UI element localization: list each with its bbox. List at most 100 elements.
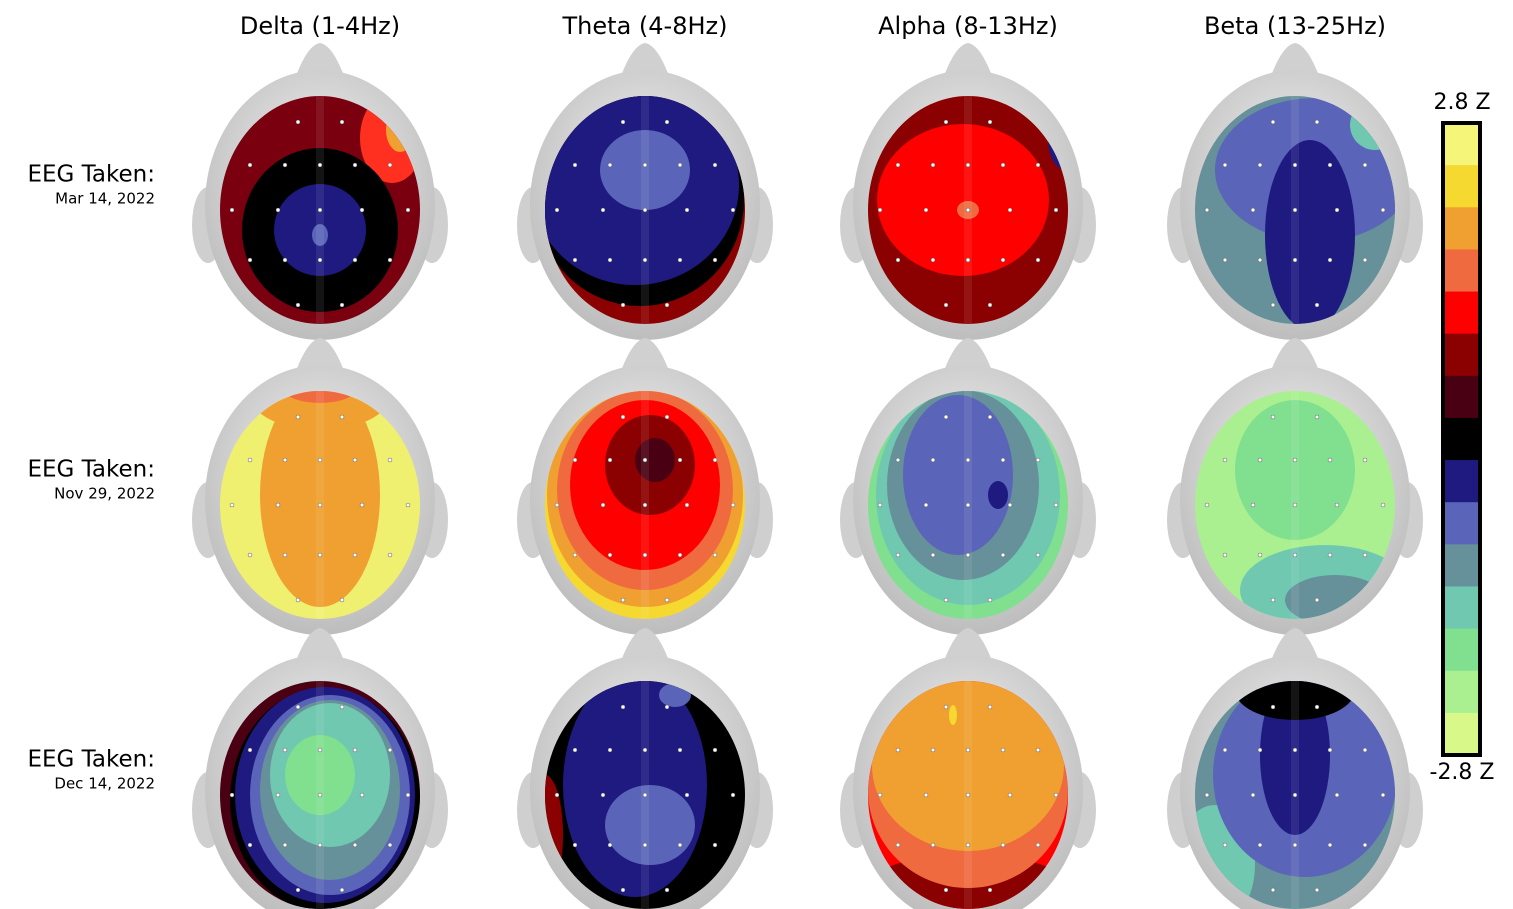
row-label: EEG Taken:	[27, 747, 155, 773]
electrode	[642, 552, 648, 558]
electrode	[895, 842, 901, 848]
electrode	[895, 257, 901, 263]
row-date: Nov 29, 2022	[54, 485, 155, 503]
electrode	[965, 207, 971, 213]
electrode	[712, 552, 718, 558]
electrode	[1000, 747, 1006, 753]
electrode	[1222, 552, 1228, 558]
electrode	[352, 842, 358, 848]
electrode	[642, 792, 648, 798]
electrode	[620, 704, 626, 710]
topomap	[192, 43, 448, 340]
map-region	[988, 481, 1008, 509]
electrode	[317, 842, 323, 848]
colorbar-min: -2.8 Z	[1430, 760, 1495, 785]
electrode	[1204, 207, 1210, 213]
electrode	[1380, 792, 1386, 798]
map	[220, 681, 420, 909]
electrode	[247, 457, 253, 463]
topomap	[840, 43, 1096, 340]
electrode	[572, 842, 578, 848]
electrode	[642, 162, 648, 168]
electrode	[684, 502, 690, 508]
electrode	[677, 457, 683, 463]
electrode	[712, 842, 718, 848]
electrode	[1270, 302, 1276, 308]
electrode	[895, 457, 901, 463]
electrode	[1380, 502, 1386, 508]
electrode	[282, 842, 288, 848]
electrode	[352, 552, 358, 558]
electrode	[620, 302, 626, 308]
map-region	[600, 130, 690, 210]
electrode	[1380, 207, 1386, 213]
electrode	[1035, 552, 1041, 558]
electrode	[1222, 747, 1228, 753]
electrode	[1362, 842, 1368, 848]
electrode	[712, 257, 718, 263]
midline	[641, 681, 649, 909]
electrode	[1000, 162, 1006, 168]
colorbar-band	[1443, 502, 1480, 545]
electrode	[642, 457, 648, 463]
electrode	[877, 792, 883, 798]
row-date: Mar 14, 2022	[55, 190, 155, 208]
electrode	[295, 119, 301, 125]
electrode	[1000, 842, 1006, 848]
electrode	[317, 162, 323, 168]
electrode	[282, 747, 288, 753]
electrode	[352, 257, 358, 263]
electrode	[664, 302, 670, 308]
electrode	[600, 207, 606, 213]
electrode	[943, 597, 949, 603]
electrode	[229, 207, 235, 213]
electrode	[895, 747, 901, 753]
map-region	[872, 681, 1064, 851]
electrode	[247, 257, 253, 263]
electrode	[642, 257, 648, 263]
electrode	[923, 502, 929, 508]
electrode	[1053, 502, 1059, 508]
electrode	[572, 457, 578, 463]
electrode	[1327, 457, 1333, 463]
electrode	[607, 457, 613, 463]
electrode	[572, 747, 578, 753]
electrode	[1334, 792, 1340, 798]
colorbar-band	[1443, 670, 1480, 714]
electrode	[620, 119, 626, 125]
electrode	[677, 257, 683, 263]
colorbar-band	[1443, 123, 1480, 166]
electrode	[664, 414, 670, 420]
electrode	[664, 597, 670, 603]
electrode	[387, 162, 393, 168]
electrode	[1007, 502, 1013, 508]
electrode	[877, 502, 883, 508]
electrode	[943, 887, 949, 893]
map	[545, 391, 745, 619]
electrode	[1250, 502, 1256, 508]
electrode	[229, 502, 235, 508]
electrode	[572, 552, 578, 558]
electrode	[677, 747, 683, 753]
electrode	[1053, 792, 1059, 798]
electrode	[295, 414, 301, 420]
electrode	[359, 207, 365, 213]
map-region	[903, 395, 1013, 555]
electrode	[1362, 552, 1368, 558]
electrode	[620, 414, 626, 420]
map	[1195, 96, 1395, 324]
electrode	[1035, 457, 1041, 463]
electrode	[247, 747, 253, 753]
electrode	[339, 597, 345, 603]
map-region	[285, 735, 355, 815]
electrode	[1257, 842, 1263, 848]
colorbar-max: 2.8 Z	[1433, 90, 1490, 115]
electrode	[1362, 457, 1368, 463]
electrode	[295, 302, 301, 308]
electrode	[1035, 162, 1041, 168]
electrode	[317, 457, 323, 463]
electrode	[1257, 552, 1263, 558]
colorbar-band	[1443, 417, 1480, 461]
map-region	[312, 224, 328, 246]
electrode	[387, 842, 393, 848]
